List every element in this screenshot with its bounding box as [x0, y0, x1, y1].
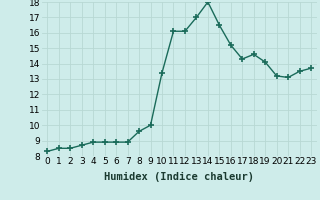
X-axis label: Humidex (Indice chaleur): Humidex (Indice chaleur)	[104, 172, 254, 182]
